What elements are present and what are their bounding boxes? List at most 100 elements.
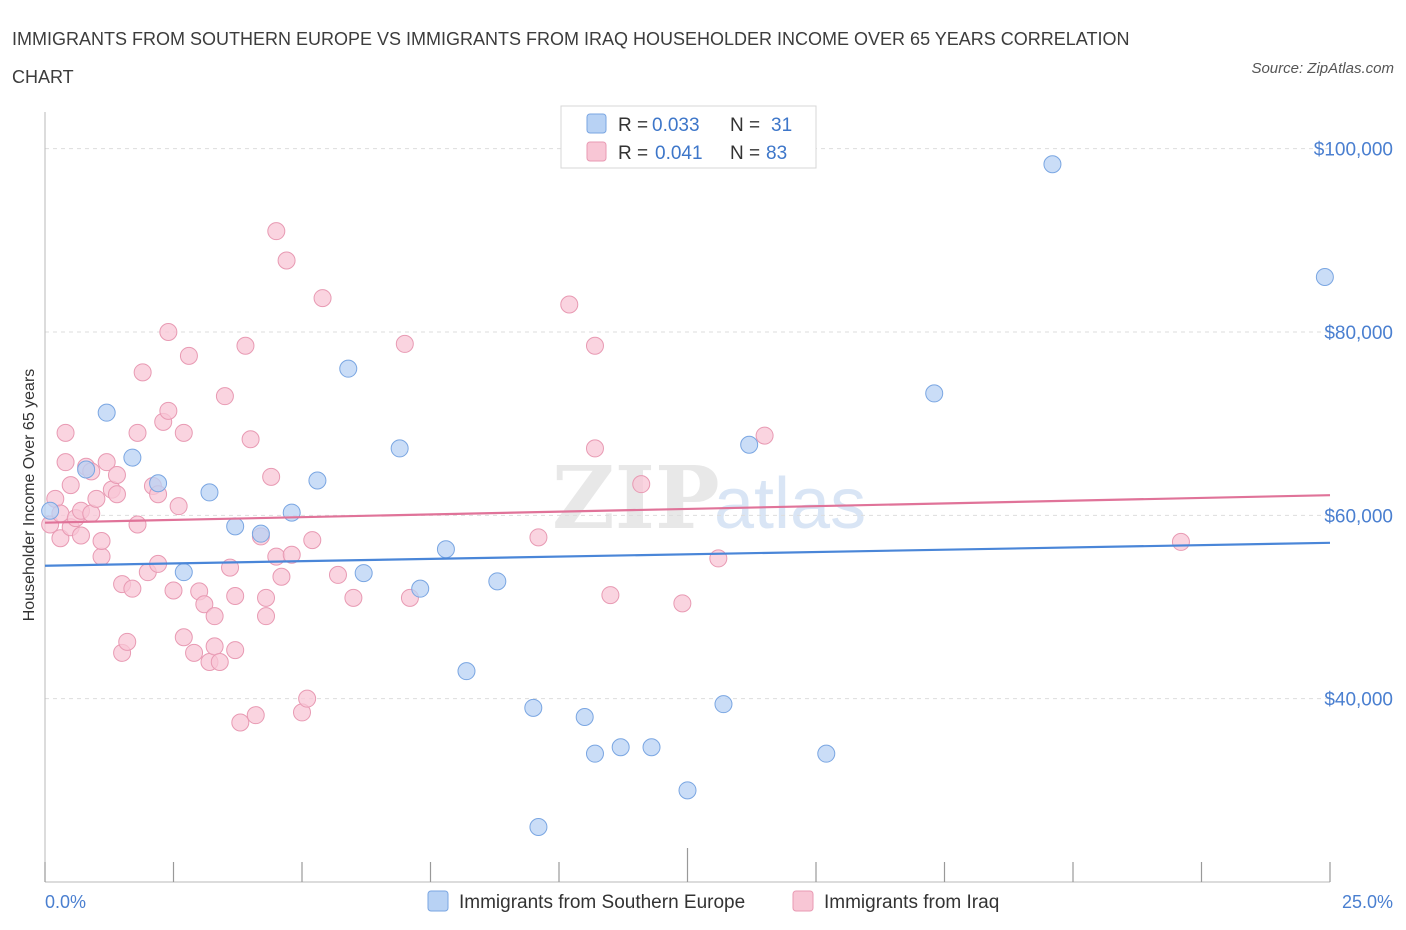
- point-iraq-56: [257, 607, 276, 626]
- point-iraq-75: [585, 439, 604, 458]
- chart-title: IMMIGRANTS FROM SOUTHERN EUROPE VS IMMIG…: [12, 29, 1130, 87]
- point-iraq-24: [123, 579, 142, 598]
- y-axis-title: Householder Income Over 65 years: [21, 369, 38, 622]
- point-iraq-72: [529, 528, 548, 547]
- legend-r-label-blue: R =: [618, 115, 648, 136]
- point-southern-europe-22: [611, 738, 630, 757]
- point-iraq-76: [601, 586, 620, 605]
- series-legend-swatch-pink: [792, 890, 814, 912]
- series-legend: Immigrants from Southern Europe Immigran…: [427, 890, 999, 913]
- point-iraq-68: [328, 565, 347, 584]
- point-southern-europe-19: [529, 818, 548, 836]
- point-southern-europe-30: [1315, 268, 1334, 286]
- point-southern-europe-12: [354, 564, 373, 583]
- series-legend-label-iraq: Immigrants from Iraq: [824, 892, 999, 913]
- point-iraq-58: [262, 467, 281, 486]
- point-southern-europe-29: [1043, 155, 1062, 174]
- point-southern-europe-18: [524, 698, 543, 717]
- legend-n-value-blue: 31: [771, 115, 792, 136]
- point-iraq-46: [210, 653, 229, 671]
- point-southern-europe-10: [308, 471, 327, 490]
- point-iraq-70: [395, 334, 414, 353]
- point-southern-europe-11: [339, 359, 358, 378]
- point-iraq-10: [71, 526, 90, 545]
- point-southern-europe-21: [585, 744, 604, 763]
- point-southern-europe-15: [436, 540, 455, 559]
- point-southern-europe-6: [200, 483, 219, 502]
- point-iraq-5: [56, 423, 75, 442]
- point-southern-europe-0: [41, 501, 60, 520]
- point-iraq-23: [118, 632, 137, 651]
- legend-swatch-blue: [586, 113, 607, 134]
- point-southern-europe-27: [817, 744, 836, 763]
- point-iraq-15: [92, 547, 111, 566]
- point-iraq-52: [236, 336, 255, 355]
- point-iraq-39: [179, 346, 198, 365]
- point-southern-europe-28: [925, 384, 944, 403]
- point-southern-europe-5: [174, 563, 193, 582]
- point-iraq-20: [107, 485, 126, 504]
- point-iraq-66: [303, 531, 322, 550]
- gridlines: [45, 148, 1330, 700]
- point-southern-europe-25: [714, 695, 733, 714]
- legend-n-label-pink: N =: [730, 143, 760, 164]
- point-iraq-67: [313, 289, 332, 308]
- point-iraq-44: [205, 637, 224, 656]
- point-southern-europe-2: [97, 403, 116, 422]
- point-southern-europe-24: [678, 781, 697, 800]
- point-iraq-42: [195, 595, 214, 614]
- point-iraq-14: [87, 489, 106, 508]
- point-southern-europe-8: [251, 524, 270, 543]
- correlation-legend: R = 0.033 N = 31 R = 0.041 N = 83: [560, 105, 817, 169]
- y-tick-label-100000: $100,000: [1314, 140, 1393, 161]
- point-iraq-80: [755, 426, 774, 445]
- legend-r-value-pink: 0.041: [655, 143, 703, 164]
- point-iraq-25: [128, 515, 147, 534]
- point-iraq-16: [92, 532, 111, 550]
- legend-swatch-pink: [586, 141, 607, 162]
- legend-n-value-pink: 83: [766, 143, 787, 164]
- point-southern-europe-1: [77, 460, 96, 479]
- point-iraq-19: [107, 466, 126, 484]
- y-tick-label-40000: $40,000: [1324, 690, 1393, 711]
- y-tick-label-60000: $60,000: [1324, 506, 1393, 527]
- point-iraq-65: [298, 689, 317, 708]
- y-tick-labels: $40,000 $60,000 $80,000 $100,000: [1314, 140, 1393, 711]
- point-iraq-63: [282, 545, 301, 564]
- x-axis-ticks: [44, 848, 1331, 882]
- point-iraq-60: [267, 222, 286, 241]
- point-iraq-57: [257, 588, 276, 607]
- point-iraq-17: [97, 453, 116, 472]
- point-southern-europe-26: [740, 435, 759, 454]
- point-iraq-34: [159, 323, 178, 341]
- series-legend-label-southern-europe: Immigrants from Southern Europe: [459, 892, 745, 913]
- point-iraq-38: [174, 628, 193, 647]
- point-iraq-54: [246, 706, 265, 725]
- point-iraq-40: [185, 643, 204, 662]
- point-iraq-61: [272, 567, 291, 586]
- series-legend-swatch-blue: [427, 890, 449, 912]
- point-iraq-45: [205, 607, 224, 626]
- point-iraq-27: [133, 363, 152, 382]
- point-iraq-62: [277, 251, 296, 270]
- point-southern-europe-7: [226, 517, 245, 536]
- point-southern-europe-16: [457, 662, 476, 681]
- point-iraq-81: [1171, 532, 1190, 551]
- point-southern-europe-23: [642, 738, 661, 757]
- point-iraq-53: [241, 430, 260, 449]
- point-iraq-74: [585, 336, 604, 355]
- x-tick-label-min: 0.0%: [45, 892, 86, 912]
- watermark-zip: ZIP: [552, 448, 720, 549]
- point-iraq-78: [673, 594, 692, 613]
- point-southern-europe-13: [390, 439, 409, 458]
- point-iraq-50: [226, 587, 245, 605]
- watermark-atlas: atlas: [714, 464, 866, 544]
- point-southern-europe-4: [149, 474, 168, 493]
- trend-lines: [44, 494, 1331, 567]
- trend-line-iraq: [44, 494, 1331, 524]
- point-iraq-35: [164, 581, 183, 600]
- legend-n-label-blue: N =: [730, 115, 760, 136]
- point-iraq-49: [226, 641, 245, 660]
- x-tick-label-max: 25.0%: [1342, 892, 1393, 912]
